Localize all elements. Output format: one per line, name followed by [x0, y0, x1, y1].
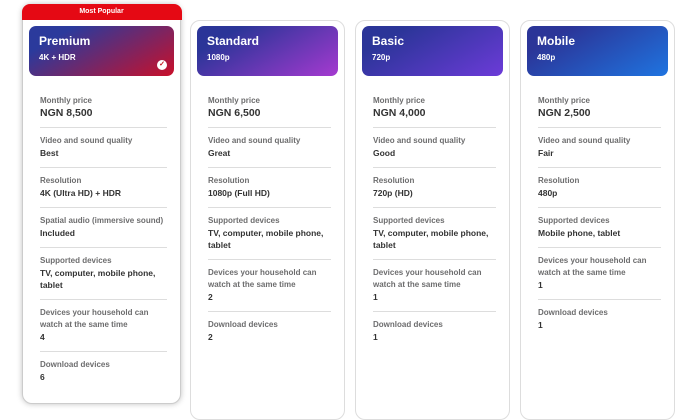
plan-name: Standard — [207, 34, 260, 48]
detail-label: Devices your household can watch at the … — [208, 268, 317, 289]
detail-label: Download devices — [538, 308, 608, 317]
detail-value: Fair — [538, 148, 554, 158]
detail-label: Video and sound quality — [538, 136, 631, 145]
plan-header[interactable]: Standard 1080p — [197, 26, 338, 76]
detail-value: NGN 8,500 — [40, 106, 93, 119]
detail-value: 2 — [208, 332, 213, 342]
detail-value: 1080p (Full HD) — [208, 188, 270, 198]
plan-detail-row: Video and sound quality Good — [373, 128, 496, 168]
plan-name: Mobile — [537, 34, 575, 48]
detail-label: Video and sound quality — [373, 136, 466, 145]
detail-label: Supported devices — [373, 216, 445, 225]
detail-value: NGN 4,000 — [373, 107, 426, 119]
plan-detail-row: Resolution 720p (HD) — [373, 168, 496, 208]
plan-detail-row: Supported devices Mobile phone, tablet — [538, 208, 661, 248]
detail-value: Mobile phone, tablet — [538, 228, 621, 238]
most-popular-banner: Most Popular — [21, 3, 182, 20]
detail-label: Video and sound quality — [40, 135, 133, 145]
plan-details: Monthly price NGN 2,500 Video and sound … — [521, 76, 674, 339]
detail-label: Resolution — [373, 176, 415, 185]
plan-detail-row: Monthly price NGN 6,500 — [208, 88, 331, 128]
detail-label: Spatial audio (immersive sound) — [40, 215, 164, 225]
plan-detail-row: Video and sound quality Best — [40, 128, 167, 168]
detail-value: 1 — [538, 280, 543, 290]
plan-resolution: 480p — [537, 53, 556, 62]
plan-details: Monthly price NGN 8,500 Video and sound … — [23, 76, 180, 391]
plan-detail-row: Monthly price NGN 8,500 — [40, 88, 167, 128]
detail-label: Supported devices — [208, 216, 280, 225]
plan-detail-row: Download devices 1 — [373, 312, 496, 351]
plan-detail-row: Devices your household can watch at the … — [208, 260, 331, 312]
plan-detail-row: Resolution 480p — [538, 168, 661, 208]
plan-detail-row: Resolution 4K (Ultra HD) + HDR — [40, 168, 167, 208]
plan-details: Monthly price NGN 6,500 Video and sound … — [191, 76, 344, 351]
detail-label: Devices your household can watch at the … — [373, 268, 482, 289]
detail-label: Video and sound quality — [208, 136, 301, 145]
plan-detail-row: Supported devices TV, computer, mobile p… — [208, 208, 331, 260]
detail-label: Resolution — [208, 176, 250, 185]
detail-value: 1 — [538, 320, 543, 330]
plan-detail-row: Monthly price NGN 4,000 — [373, 88, 496, 128]
detail-value: 1 — [373, 292, 378, 302]
plan-header[interactable]: Mobile 480p — [527, 26, 668, 76]
plan-detail-row: Supported devices TV, computer, mobile p… — [373, 208, 496, 260]
detail-value: NGN 2,500 — [538, 107, 591, 119]
plan-detail-row: Devices your household can watch at the … — [373, 260, 496, 312]
detail-value: 4 — [40, 331, 45, 342]
detail-value: NGN 6,500 — [208, 107, 261, 119]
check-icon: ✓ — [157, 59, 167, 70]
detail-value: Great — [208, 148, 231, 158]
detail-value: Good — [373, 148, 396, 158]
plan-detail-row: Supported devices TV, computer, mobile p… — [40, 248, 167, 300]
detail-label: Download devices — [40, 359, 110, 369]
detail-value: 2 — [208, 292, 213, 302]
detail-label: Monthly price — [40, 95, 93, 105]
detail-label: Download devices — [208, 320, 278, 329]
plan-card-mobile[interactable]: Mobile 480p Monthly price NGN 2,500 Vide… — [520, 20, 675, 420]
detail-value: Best — [40, 147, 59, 158]
plan-card-basic[interactable]: Basic 720p Monthly price NGN 4,000 Video… — [355, 20, 510, 420]
detail-value: TV, computer, mobile phone, tablet — [373, 228, 489, 250]
detail-value: 1 — [373, 332, 378, 342]
detail-value: 480p — [538, 188, 558, 198]
detail-label: Devices your household can watch at the … — [538, 256, 647, 277]
plan-name: Basic — [372, 34, 405, 48]
plan-header[interactable]: Basic 720p — [362, 26, 503, 76]
detail-label: Monthly price — [373, 96, 426, 105]
detail-label: Monthly price — [208, 96, 261, 105]
plan-header[interactable]: Premium 4K + HDR ✓ — [29, 25, 174, 76]
plan-detail-row: Devices your household can watch at the … — [40, 300, 167, 352]
plan-card-standard[interactable]: Standard 1080p Monthly price NGN 6,500 V… — [190, 20, 345, 420]
plan-detail-row: Resolution 1080p (Full HD) — [208, 168, 331, 208]
detail-label: Download devices — [373, 320, 443, 329]
plan-detail-row: Download devices 2 — [208, 312, 331, 351]
plan-detail-row: Video and sound quality Great — [208, 128, 331, 168]
plan-detail-row: Download devices 1 — [538, 300, 661, 339]
detail-label: Supported devices — [40, 255, 112, 265]
detail-value: 6 — [40, 371, 45, 382]
detail-value: 720p (HD) — [373, 188, 413, 198]
plan-resolution: 4K + HDR — [39, 52, 76, 62]
plan-detail-row: Spatial audio (immersive sound) Included — [40, 208, 167, 248]
detail-value: Included — [40, 227, 75, 238]
plan-card-premium[interactable]: Most Popular Premium 4K + HDR ✓ Monthly … — [21, 3, 182, 404]
plan-detail-row: Video and sound quality Fair — [538, 128, 661, 168]
plan-resolution: 1080p — [207, 53, 230, 62]
plan-detail-row: Monthly price NGN 2,500 — [538, 88, 661, 128]
plan-details: Monthly price NGN 4,000 Video and sound … — [356, 76, 509, 351]
plan-detail-row: Download devices 6 — [40, 352, 167, 391]
plan-name: Premium — [39, 33, 91, 48]
plan-resolution: 720p — [372, 53, 391, 62]
detail-value: TV, computer, mobile phone, tablet — [208, 228, 324, 250]
detail-label: Monthly price — [538, 96, 591, 105]
detail-value: 4K (Ultra HD) + HDR — [40, 187, 121, 198]
detail-label: Supported devices — [538, 216, 610, 225]
detail-value: TV, computer, mobile phone, tablet — [40, 267, 156, 290]
plan-detail-row: Devices your household can watch at the … — [538, 248, 661, 300]
detail-label: Resolution — [538, 176, 580, 185]
detail-label: Devices your household can watch at the … — [40, 307, 149, 329]
detail-label: Resolution — [40, 175, 82, 185]
